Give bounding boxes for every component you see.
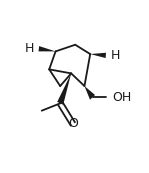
Text: H: H [110,49,120,62]
Text: H: H [25,42,34,55]
Polygon shape [84,86,95,100]
Polygon shape [90,53,106,58]
Text: O: O [68,117,78,130]
Text: OH: OH [112,91,131,104]
Polygon shape [57,73,71,105]
Polygon shape [39,46,56,51]
